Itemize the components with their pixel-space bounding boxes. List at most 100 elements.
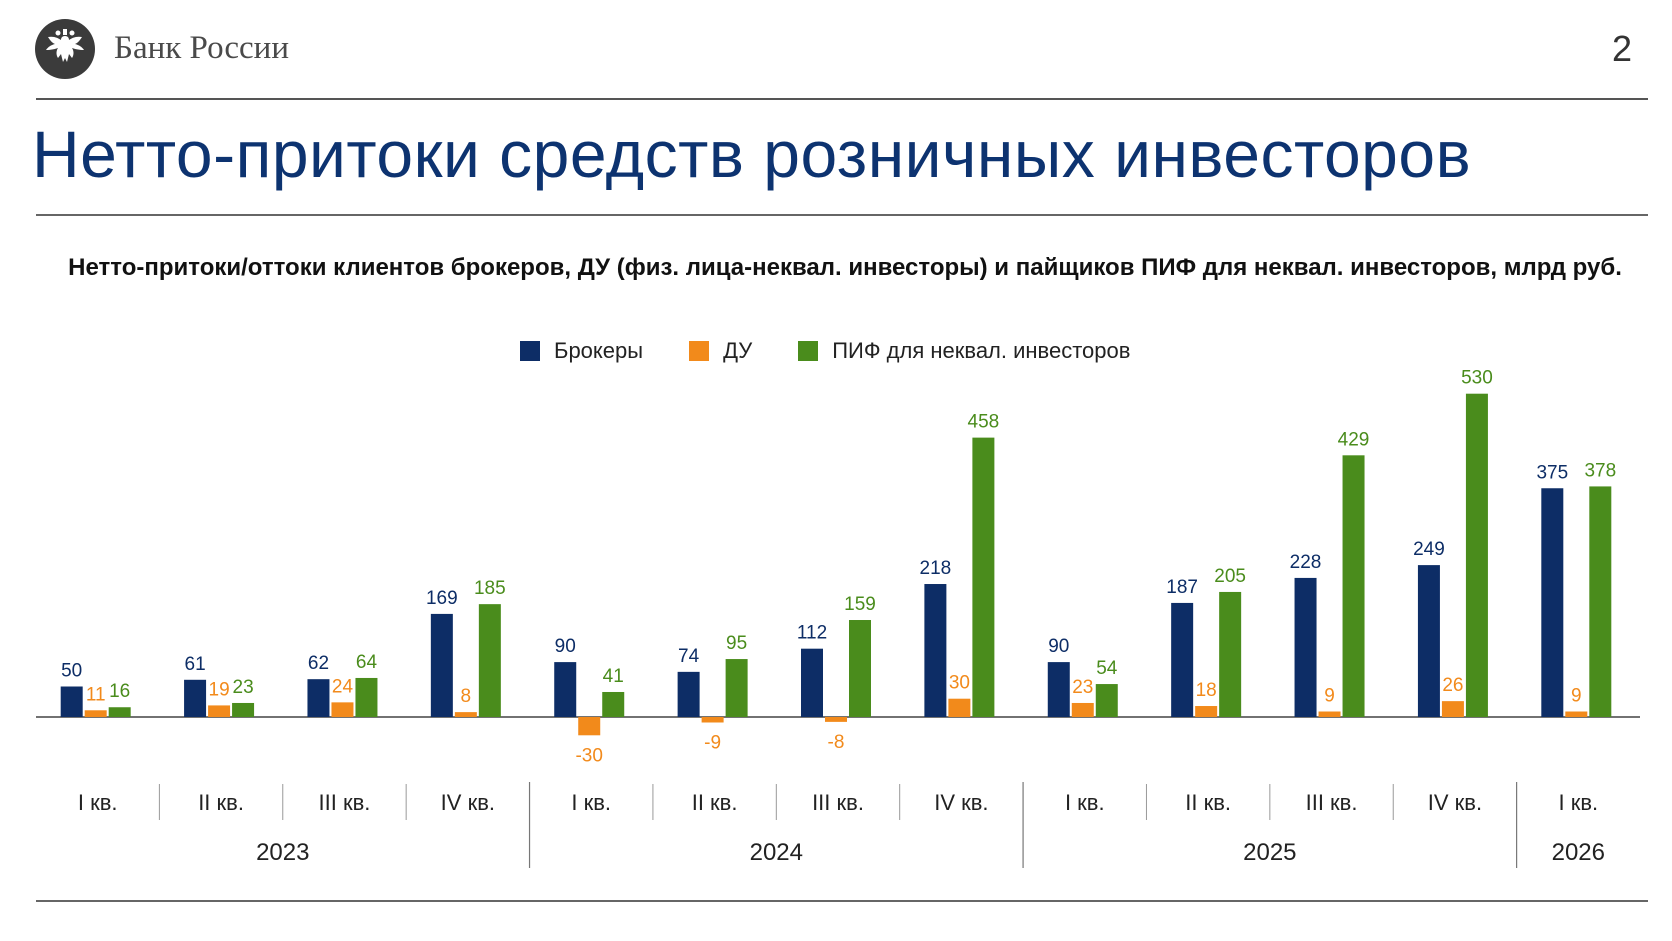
- legend-swatch-pif: [798, 341, 819, 361]
- legend-label-du: ДУ: [723, 338, 753, 363]
- x-tick-label: I кв.: [571, 790, 611, 815]
- year-label: 2025: [1243, 839, 1296, 866]
- legend-item-pif: ПИФ для неквал. инвесторов: [798, 338, 1130, 364]
- data-label-pif: 205: [1214, 566, 1246, 587]
- bar-pif: [1095, 684, 1118, 717]
- year-label: 2023: [256, 839, 309, 866]
- x-tick-label: IV кв.: [441, 790, 495, 815]
- data-label-du: 11: [86, 684, 106, 705]
- data-label-du: -9: [704, 732, 721, 753]
- x-tick-label: III кв.: [1306, 790, 1358, 815]
- data-label-du: 23: [1072, 677, 1093, 698]
- legend-label-pif: ПИФ для неквал. инвесторов: [832, 338, 1131, 363]
- data-label-pif: 458: [968, 412, 1000, 433]
- data-label-du: 19: [209, 679, 230, 700]
- data-label-pif: 54: [1096, 658, 1118, 679]
- year-label: 2026: [1552, 839, 1605, 866]
- bar-du: [1071, 702, 1094, 717]
- bar-brokers: [554, 662, 577, 717]
- bar-brokers: [60, 686, 83, 717]
- bar-du: [825, 717, 847, 722]
- data-label-du: 30: [949, 673, 970, 694]
- x-tick-label: IV кв.: [934, 790, 988, 815]
- data-label-pif: 41: [603, 666, 624, 687]
- bar-pif: [232, 702, 255, 717]
- x-tick-label: I кв.: [1558, 790, 1598, 815]
- data-label-brokers: 61: [185, 654, 206, 675]
- bar-pif: [108, 707, 131, 717]
- data-label-pif: 429: [1338, 429, 1370, 450]
- data-label-brokers: 74: [678, 646, 700, 667]
- bar-du: [208, 705, 231, 717]
- data-label-du: -30: [575, 745, 602, 766]
- bar-du: [1565, 711, 1588, 717]
- data-label-brokers: 218: [920, 558, 952, 579]
- data-label-pif: 185: [474, 578, 506, 599]
- x-tick-label: II кв.: [198, 790, 244, 815]
- data-label-brokers: 90: [555, 636, 576, 657]
- data-label-brokers: 50: [61, 661, 82, 682]
- bar-brokers: [1047, 662, 1070, 717]
- x-tick-label: I кв.: [1065, 790, 1105, 815]
- bar-pif: [602, 691, 625, 717]
- bar-pif: [1219, 591, 1242, 717]
- bar-pif: [725, 659, 748, 717]
- bar-brokers: [1171, 602, 1194, 717]
- data-label-du: -8: [828, 732, 845, 753]
- legend-label-brokers: Брокеры: [554, 338, 644, 363]
- bar-du: [84, 710, 107, 717]
- data-label-du: 18: [1196, 680, 1217, 701]
- bar-brokers: [801, 648, 823, 717]
- bar-brokers: [1294, 577, 1317, 717]
- header-divider: [36, 98, 1648, 100]
- data-label-pif: 378: [1584, 460, 1616, 481]
- data-label-du: 9: [1571, 686, 1582, 707]
- year-label: 2024: [750, 839, 803, 866]
- data-label-pif: 64: [356, 652, 378, 673]
- bar-pif: [849, 620, 871, 717]
- x-tick-label: I кв.: [78, 790, 118, 815]
- bar-brokers: [184, 679, 207, 717]
- bar-brokers: [307, 679, 330, 717]
- data-label-brokers: 249: [1413, 539, 1445, 560]
- data-label-du: 8: [461, 686, 472, 707]
- data-label-pif: 530: [1461, 368, 1493, 389]
- bar-du: [331, 702, 354, 717]
- bar-brokers: [1417, 565, 1440, 717]
- bar-pif: [1465, 393, 1488, 717]
- data-label-du: 9: [1324, 686, 1335, 707]
- org-name: Банк России: [114, 30, 290, 66]
- bar-brokers: [430, 613, 453, 717]
- x-tick-label: III кв.: [812, 790, 864, 815]
- data-label-du: 26: [1442, 675, 1463, 696]
- data-label-brokers: 228: [1290, 552, 1322, 573]
- bar-du: [1318, 711, 1341, 717]
- title-divider: [36, 214, 1648, 216]
- bank-logo: [34, 18, 96, 80]
- data-label-pif: 16: [109, 681, 130, 702]
- data-label-pif: 159: [844, 594, 876, 615]
- legend-item-brokers: Брокеры: [520, 338, 643, 364]
- bar-pif: [1342, 455, 1365, 717]
- x-tick-label: III кв.: [319, 790, 371, 815]
- footer-divider: [36, 900, 1648, 902]
- x-tick-label: II кв.: [1185, 790, 1231, 815]
- bar-du: [701, 717, 724, 723]
- x-tick-label: IV кв.: [1428, 790, 1482, 815]
- bar-brokers: [924, 584, 947, 717]
- data-label-brokers: 62: [308, 653, 329, 674]
- page-title: Нетто-притоки средств розничных инвестор…: [32, 117, 1472, 191]
- data-label-brokers: 90: [1048, 636, 1069, 657]
- bar-brokers: [677, 671, 700, 717]
- bar-du: [454, 712, 477, 717]
- bar-du: [1441, 701, 1464, 717]
- page-number: 2: [1611, 28, 1632, 69]
- chart-title: Нетто-притоки/оттоки клиентов брокеров, …: [68, 254, 1622, 281]
- chart-legend: Брокеры ДУ ПИФ для неквал. инвесторов: [520, 338, 1176, 364]
- data-label-brokers: 169: [426, 588, 458, 609]
- legend-item-du: ДУ: [689, 338, 752, 364]
- bar-du: [948, 698, 971, 717]
- bar-pif: [972, 437, 995, 717]
- bar-du: [1195, 706, 1218, 717]
- bar-pif: [355, 677, 378, 717]
